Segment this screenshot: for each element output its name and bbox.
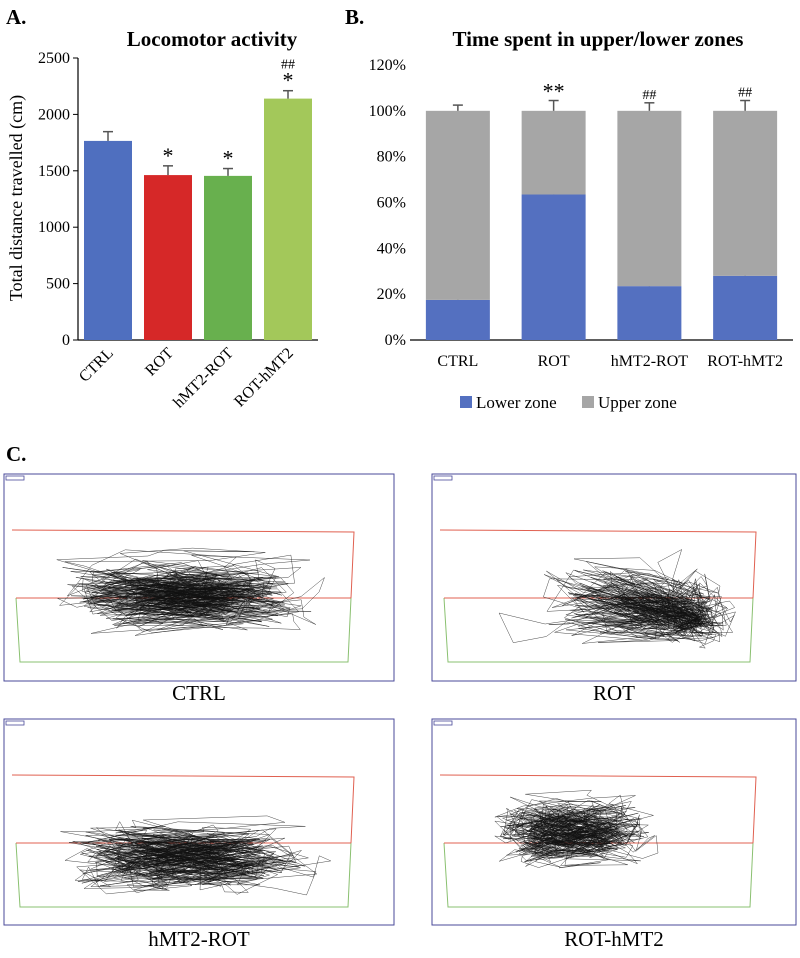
chart-b-ytick-label: 80%: [377, 149, 406, 166]
chart-b-ytick-label: 100%: [369, 103, 406, 120]
chart-a-ytick-label: 2000: [38, 106, 70, 123]
chart-b-xtick-label: CTRL: [437, 353, 478, 370]
lower-zone-boundary: [15, 597, 352, 663]
chart-b-annotation: ##: [738, 86, 752, 101]
track-corner-tag: [433, 475, 453, 481]
chart-b-ytick-label: 60%: [377, 195, 406, 212]
chart-a-xtick-label: ROT: [142, 345, 177, 380]
track-path: [498, 549, 736, 649]
track-frame: [3, 718, 395, 926]
chart-b-xtick-label: ROT: [538, 353, 570, 370]
chart-a-ytick-label: 0: [62, 332, 70, 349]
chart-b-legend: Lower zone Upper zone: [460, 393, 677, 412]
chart-a-ytick-label: 1000: [38, 219, 70, 236]
chart-b-bar-lower: [713, 275, 778, 340]
track-path: [494, 789, 659, 869]
chart-a-title: Locomotor activity: [127, 27, 298, 51]
panel-b-label: B.: [345, 5, 364, 29]
legend-label-lower: Lower zone: [476, 393, 557, 412]
chart-b-bar-upper: [521, 110, 586, 195]
track-frame: [431, 473, 797, 682]
chart-a-xtick-label: CTRL: [76, 345, 117, 386]
panel-a-label: A.: [6, 5, 26, 29]
tracking-panels: CTRL ROT hMT2-ROT ROT-hMT2: [3, 473, 797, 951]
chart-b-bar-upper: [617, 110, 682, 287]
chart-b-bar-lower: [425, 299, 490, 340]
lower-zone-boundary: [443, 842, 754, 908]
chart-b-ytick-label: 20%: [377, 286, 406, 303]
legend-swatch-upper: [582, 396, 594, 408]
track-corner-tag: [5, 720, 25, 726]
chart-a-ytick-label: 2500: [38, 50, 70, 67]
chart-a-bar: [204, 175, 252, 340]
track-label: ROT: [593, 681, 635, 705]
chart-b-ytick-label: 120%: [369, 57, 406, 74]
locomotor-chart: Locomotor activity Total distance travel…: [6, 27, 318, 412]
chart-a-annotation: *: [163, 143, 174, 168]
chart-b-ytick-label: 40%: [377, 240, 406, 257]
chart-a-xtick-label: hMT2-ROT: [170, 345, 237, 412]
track-path: [56, 547, 326, 636]
chart-b-annotation: ##: [642, 88, 656, 103]
chart-a-bar: [264, 98, 312, 340]
chart-a-annotation: *: [223, 146, 234, 171]
chart-a-bar: [144, 175, 192, 340]
chart-a-annotation: *: [283, 68, 294, 93]
legend-label-upper: Upper zone: [598, 393, 677, 412]
chart-a-ylabel: Total distance travelled (cm): [6, 95, 27, 301]
chart-a-annotation-top: ##: [281, 58, 295, 73]
chart-b-bar-lower: [617, 286, 682, 340]
track-panel-rot: ROT: [431, 473, 797, 705]
chart-a-xtick-label: ROT-hMT2: [231, 345, 297, 411]
track-path: [60, 815, 332, 896]
chart-b-bar-upper: [425, 110, 490, 300]
track-panel-ctrl: CTRL: [3, 473, 395, 705]
chart-b-xtick-label: ROT-hMT2: [707, 353, 783, 370]
track-panel-rot-hmt2: ROT-hMT2: [431, 718, 797, 951]
track-panel-hmt2-rot: hMT2-ROT: [3, 718, 395, 951]
chart-a-ytick-label: 1500: [38, 163, 70, 180]
chart-b-ytick-label: 0%: [385, 332, 406, 349]
track-corner-tag: [5, 475, 25, 481]
track-label: CTRL: [172, 681, 226, 705]
chart-a-bar: [84, 140, 132, 340]
lower-zone-boundary: [15, 842, 352, 908]
zones-chart: Time spent in upper/lower zones 0% 20% 40%…: [369, 27, 793, 412]
chart-b-bar-lower: [521, 194, 586, 340]
chart-b-title: Time spent in upper/lower zones: [453, 27, 744, 51]
chart-b-bar-upper: [713, 110, 778, 276]
panel-c-label: C.: [6, 442, 26, 466]
legend-swatch-lower: [460, 396, 472, 408]
chart-a-ytick-label: 500: [46, 276, 70, 293]
track-label: hMT2-ROT: [148, 927, 250, 951]
track-frame: [431, 718, 797, 926]
lower-zone-boundary: [443, 597, 754, 663]
track-corner-tag: [433, 720, 453, 726]
chart-b-annotation: **: [543, 79, 565, 104]
chart-b-xtick-label: hMT2-ROT: [611, 353, 689, 370]
track-label: ROT-hMT2: [564, 927, 664, 951]
